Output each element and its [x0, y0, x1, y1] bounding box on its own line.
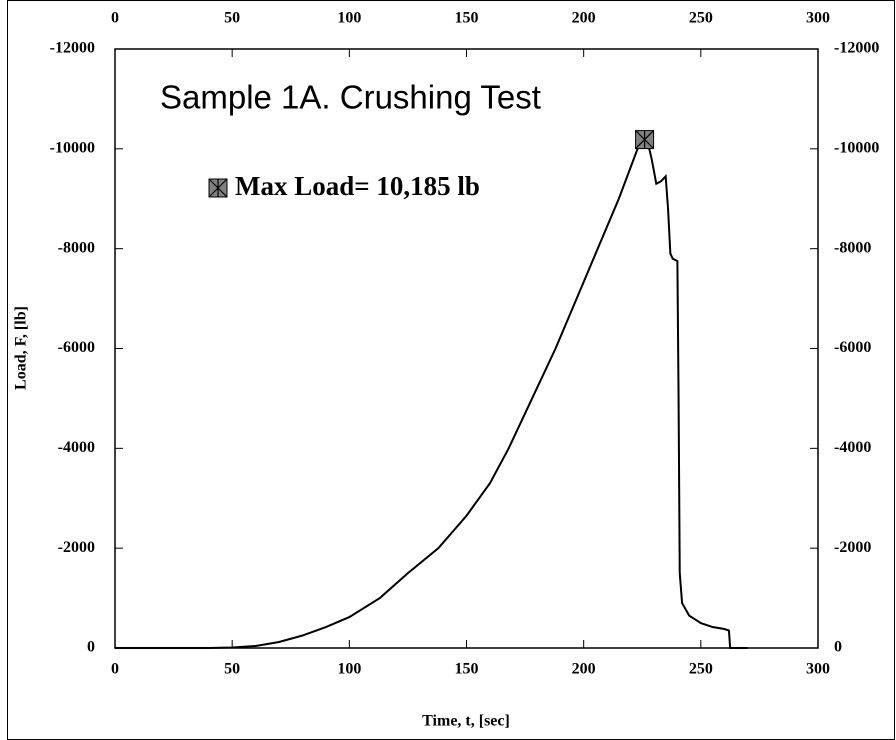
y-tick-label: -10000 — [50, 140, 95, 157]
y-tick-label: -12000 — [50, 40, 95, 57]
x-tick-label-top: 250 — [689, 10, 713, 27]
x-tick-label-top: 300 — [806, 10, 830, 27]
data-line — [115, 137, 748, 649]
x-tick-label: 200 — [572, 661, 596, 678]
x-tick-label-top: 150 — [455, 10, 479, 27]
x-tick-label: 150 — [455, 661, 479, 678]
x-tick-label: 0 — [111, 661, 119, 678]
y-tick-label: -6000 — [58, 339, 95, 356]
max-marker — [635, 130, 655, 150]
x-tick-label-top: 100 — [337, 10, 361, 27]
y-tick-label-right: 0 — [834, 639, 842, 656]
y-tick-label: -2000 — [58, 539, 95, 556]
x-tick-label-top: 200 — [572, 10, 596, 27]
y-tick-label-right: -2000 — [834, 539, 871, 556]
y-axis-label: Load, F, [lb] — [13, 306, 30, 390]
y-tick-label: -4000 — [58, 439, 95, 456]
plot-frame — [114, 48, 819, 649]
x-tick-label: 250 — [689, 661, 713, 678]
y-tick-label: -8000 — [58, 239, 95, 256]
x-tick-label: 100 — [337, 661, 361, 678]
y-tick-label: 0 — [87, 639, 95, 656]
x-tick-label-top: 50 — [224, 10, 240, 27]
chart-title: Sample 1A. Crushing Test — [160, 79, 541, 116]
x-tick-label-top: 0 — [111, 10, 119, 27]
y-tick-label-right: -8000 — [834, 239, 871, 256]
annotation-marker — [208, 178, 228, 198]
x-axis-label: Time, t, [sec] — [422, 713, 510, 730]
annotation: Max Load= 10,185 lb — [235, 171, 480, 201]
y-tick-label-right: -4000 — [834, 439, 871, 456]
y-tick-label-right: -6000 — [834, 339, 871, 356]
x-tick-label: 50 — [224, 661, 240, 678]
x-tick-label: 300 — [806, 661, 830, 678]
y-tick-label-right: -10000 — [834, 140, 879, 157]
y-tick-label-right: -12000 — [834, 40, 879, 57]
